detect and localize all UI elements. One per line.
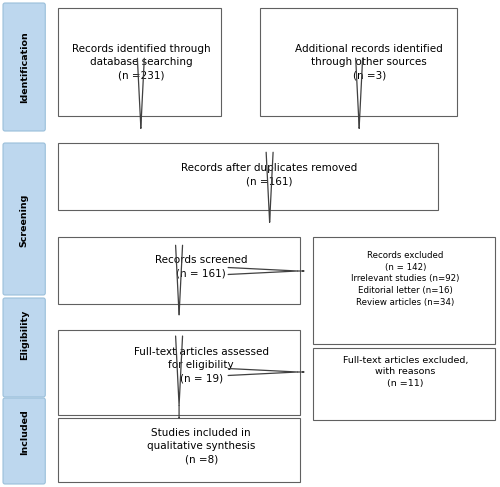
Text: Records after duplicates removed
(n =161): Records after duplicates removed (n =161… [182,164,358,187]
Text: Full-text articles excluded,
with reasons
(n =11): Full-text articles excluded, with reason… [342,356,468,388]
Bar [58,330,300,415]
FancyBboxPatch shape [3,143,45,295]
Bar [313,237,495,344]
Text: Records identified through
database searching
(n =231): Records identified through database sear… [72,44,210,80]
Text: Records excluded
(n = 142)
Irrelevant studies (n=92)
Editorial letter (n=16)
Rev: Records excluded (n = 142) Irrelevant st… [351,251,460,307]
Text: Full-text articles assessed
for eligibility
(n = 19): Full-text articles assessed for eligibil… [134,347,268,383]
Text: Additional records identified
through other sources
(n =3): Additional records identified through ot… [296,44,443,80]
Text: Included: Included [20,409,28,455]
Text: Eligibility: Eligibility [20,310,28,360]
FancyBboxPatch shape [3,298,45,397]
Bar [58,237,300,304]
FancyBboxPatch shape [3,3,45,131]
Bar [58,8,222,116]
Bar [260,8,456,116]
Bar [313,348,495,420]
Text: Studies included in
qualitative synthesis
(n =8): Studies included in qualitative synthesi… [147,428,256,464]
Bar [58,418,300,482]
Text: Records screened
(n = 161): Records screened (n = 161) [155,255,248,279]
Bar [58,143,438,210]
Text: Identification: Identification [20,31,28,103]
Text: Screening: Screening [20,193,28,247]
FancyBboxPatch shape [3,398,45,484]
